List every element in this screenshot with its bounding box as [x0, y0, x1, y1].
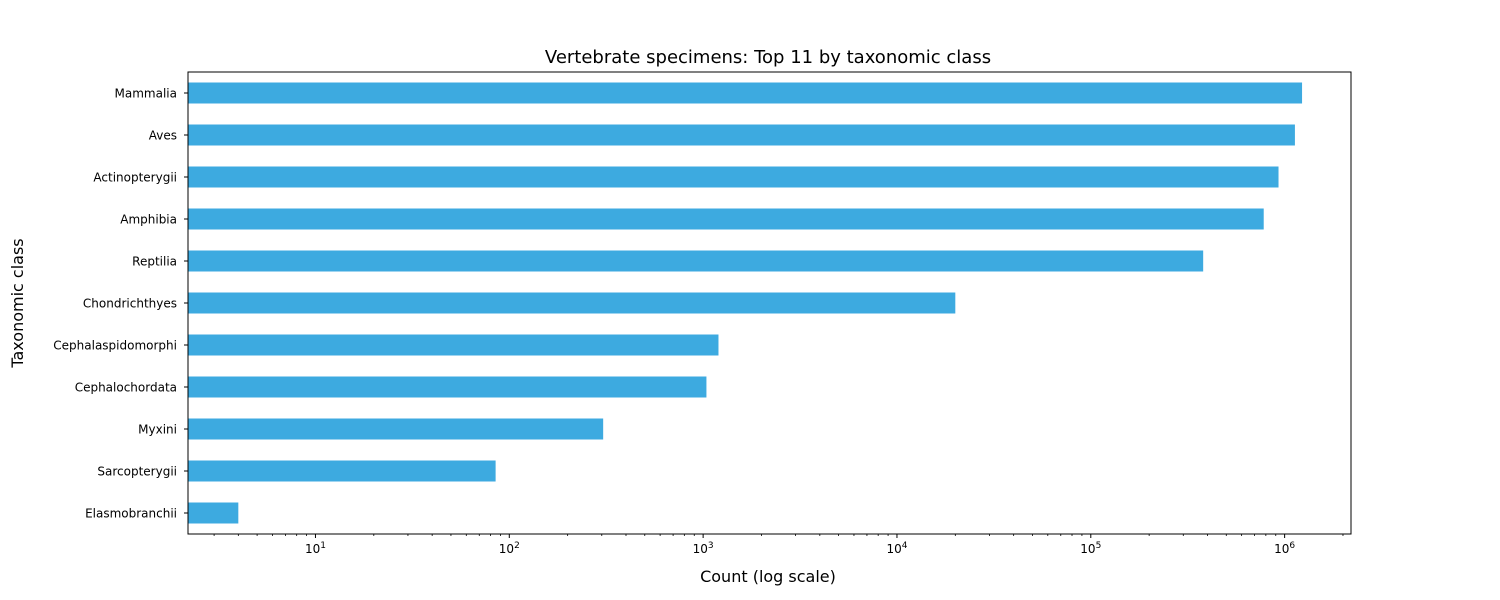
x-tick-label: 103: [693, 541, 714, 556]
bar-amphibia: [188, 208, 1264, 230]
y-tick-label: Actinopterygii: [93, 171, 177, 185]
bar-myxini: [188, 418, 604, 440]
x-tick-label: 106: [1274, 541, 1295, 556]
bar-actinopterygii: [188, 166, 1279, 188]
bar-mammalia: [188, 82, 1303, 104]
x-tick-label: 102: [499, 541, 520, 556]
y-ticks-layer: Mammalia Aves Actinopterygii Amphibia Reptil…: [53, 87, 188, 521]
bars-layer: [188, 82, 1303, 524]
bar-elasmobranchii: [188, 502, 239, 524]
y-tick-label: Aves: [149, 129, 177, 143]
x-ticks-layer: 101 102 103 104 105 106: [213, 534, 1344, 556]
y-axis-title: Taxonomic class: [8, 238, 27, 368]
y-tick-label: Mammalia: [115, 87, 177, 101]
bar-cephalaspidomorphi: [188, 334, 719, 356]
y-tick-label: Cephalochordata: [75, 381, 177, 395]
x-axis-title: Count (log scale): [700, 567, 836, 586]
y-tick-label: Myxini: [138, 423, 177, 437]
y-tick-label: Reptilia: [132, 255, 177, 269]
y-tick-label: Elasmobranchii: [85, 507, 177, 521]
x-tick-label: 104: [886, 541, 907, 556]
y-tick-label: Sarcopterygii: [97, 465, 177, 479]
x-tick-label: 105: [1080, 541, 1101, 556]
y-tick-label: Chondrichthyes: [83, 297, 177, 311]
x-tick-label: 101: [305, 541, 326, 556]
chart-title: Vertebrate specimens: Top 11 by taxonomi…: [545, 47, 991, 68]
y-tick-label: Cephalaspidomorphi: [53, 339, 177, 353]
bar-aves: [188, 124, 1295, 146]
y-tick-label: Amphibia: [120, 213, 177, 227]
bar-reptilia: [188, 250, 1204, 272]
bar-cephalochordata: [188, 376, 707, 398]
bar-sarcopterygii: [188, 460, 496, 482]
bar-chondrichthyes: [188, 292, 956, 314]
